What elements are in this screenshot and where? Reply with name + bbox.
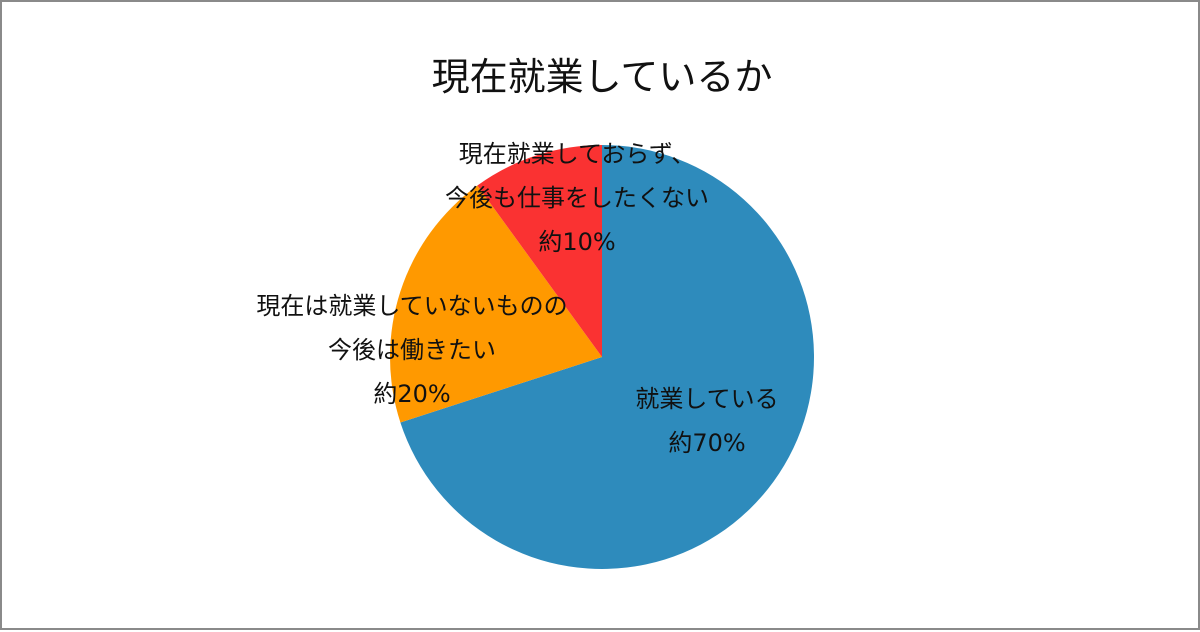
pie-slice-no-work (477, 145, 602, 357)
slice-label-wants-work: 現在は就業していないものの 今後は働きたい 約20% (207, 284, 617, 416)
pie-slice-employed (400, 145, 814, 570)
chart-title: 現在就業しているか (431, 55, 773, 99)
slice-label-wants-work-line-3: 約20% (373, 380, 451, 408)
slice-label-no-work-line-3: 約10% (538, 228, 616, 256)
pie-slice-wants-work (390, 185, 602, 423)
slice-label-employed-line-2: 約70% (668, 429, 746, 457)
slice-label-no-work-line-1: 現在就業しておらず、 (458, 140, 696, 168)
slice-label-wants-work-line-1: 現在は就業していないものの (256, 292, 568, 320)
slice-label-employed: 就業している 約70% (607, 377, 807, 465)
slice-label-wants-work-line-2: 今後は働きたい (328, 336, 496, 364)
slice-label-employed-line-1: 就業している (635, 385, 779, 413)
slice-label-no-work-line-2: 今後も仕事をしたくない (445, 184, 709, 212)
slice-label-no-work: 現在就業しておらず、 今後も仕事をしたくない 約10% (402, 132, 752, 264)
